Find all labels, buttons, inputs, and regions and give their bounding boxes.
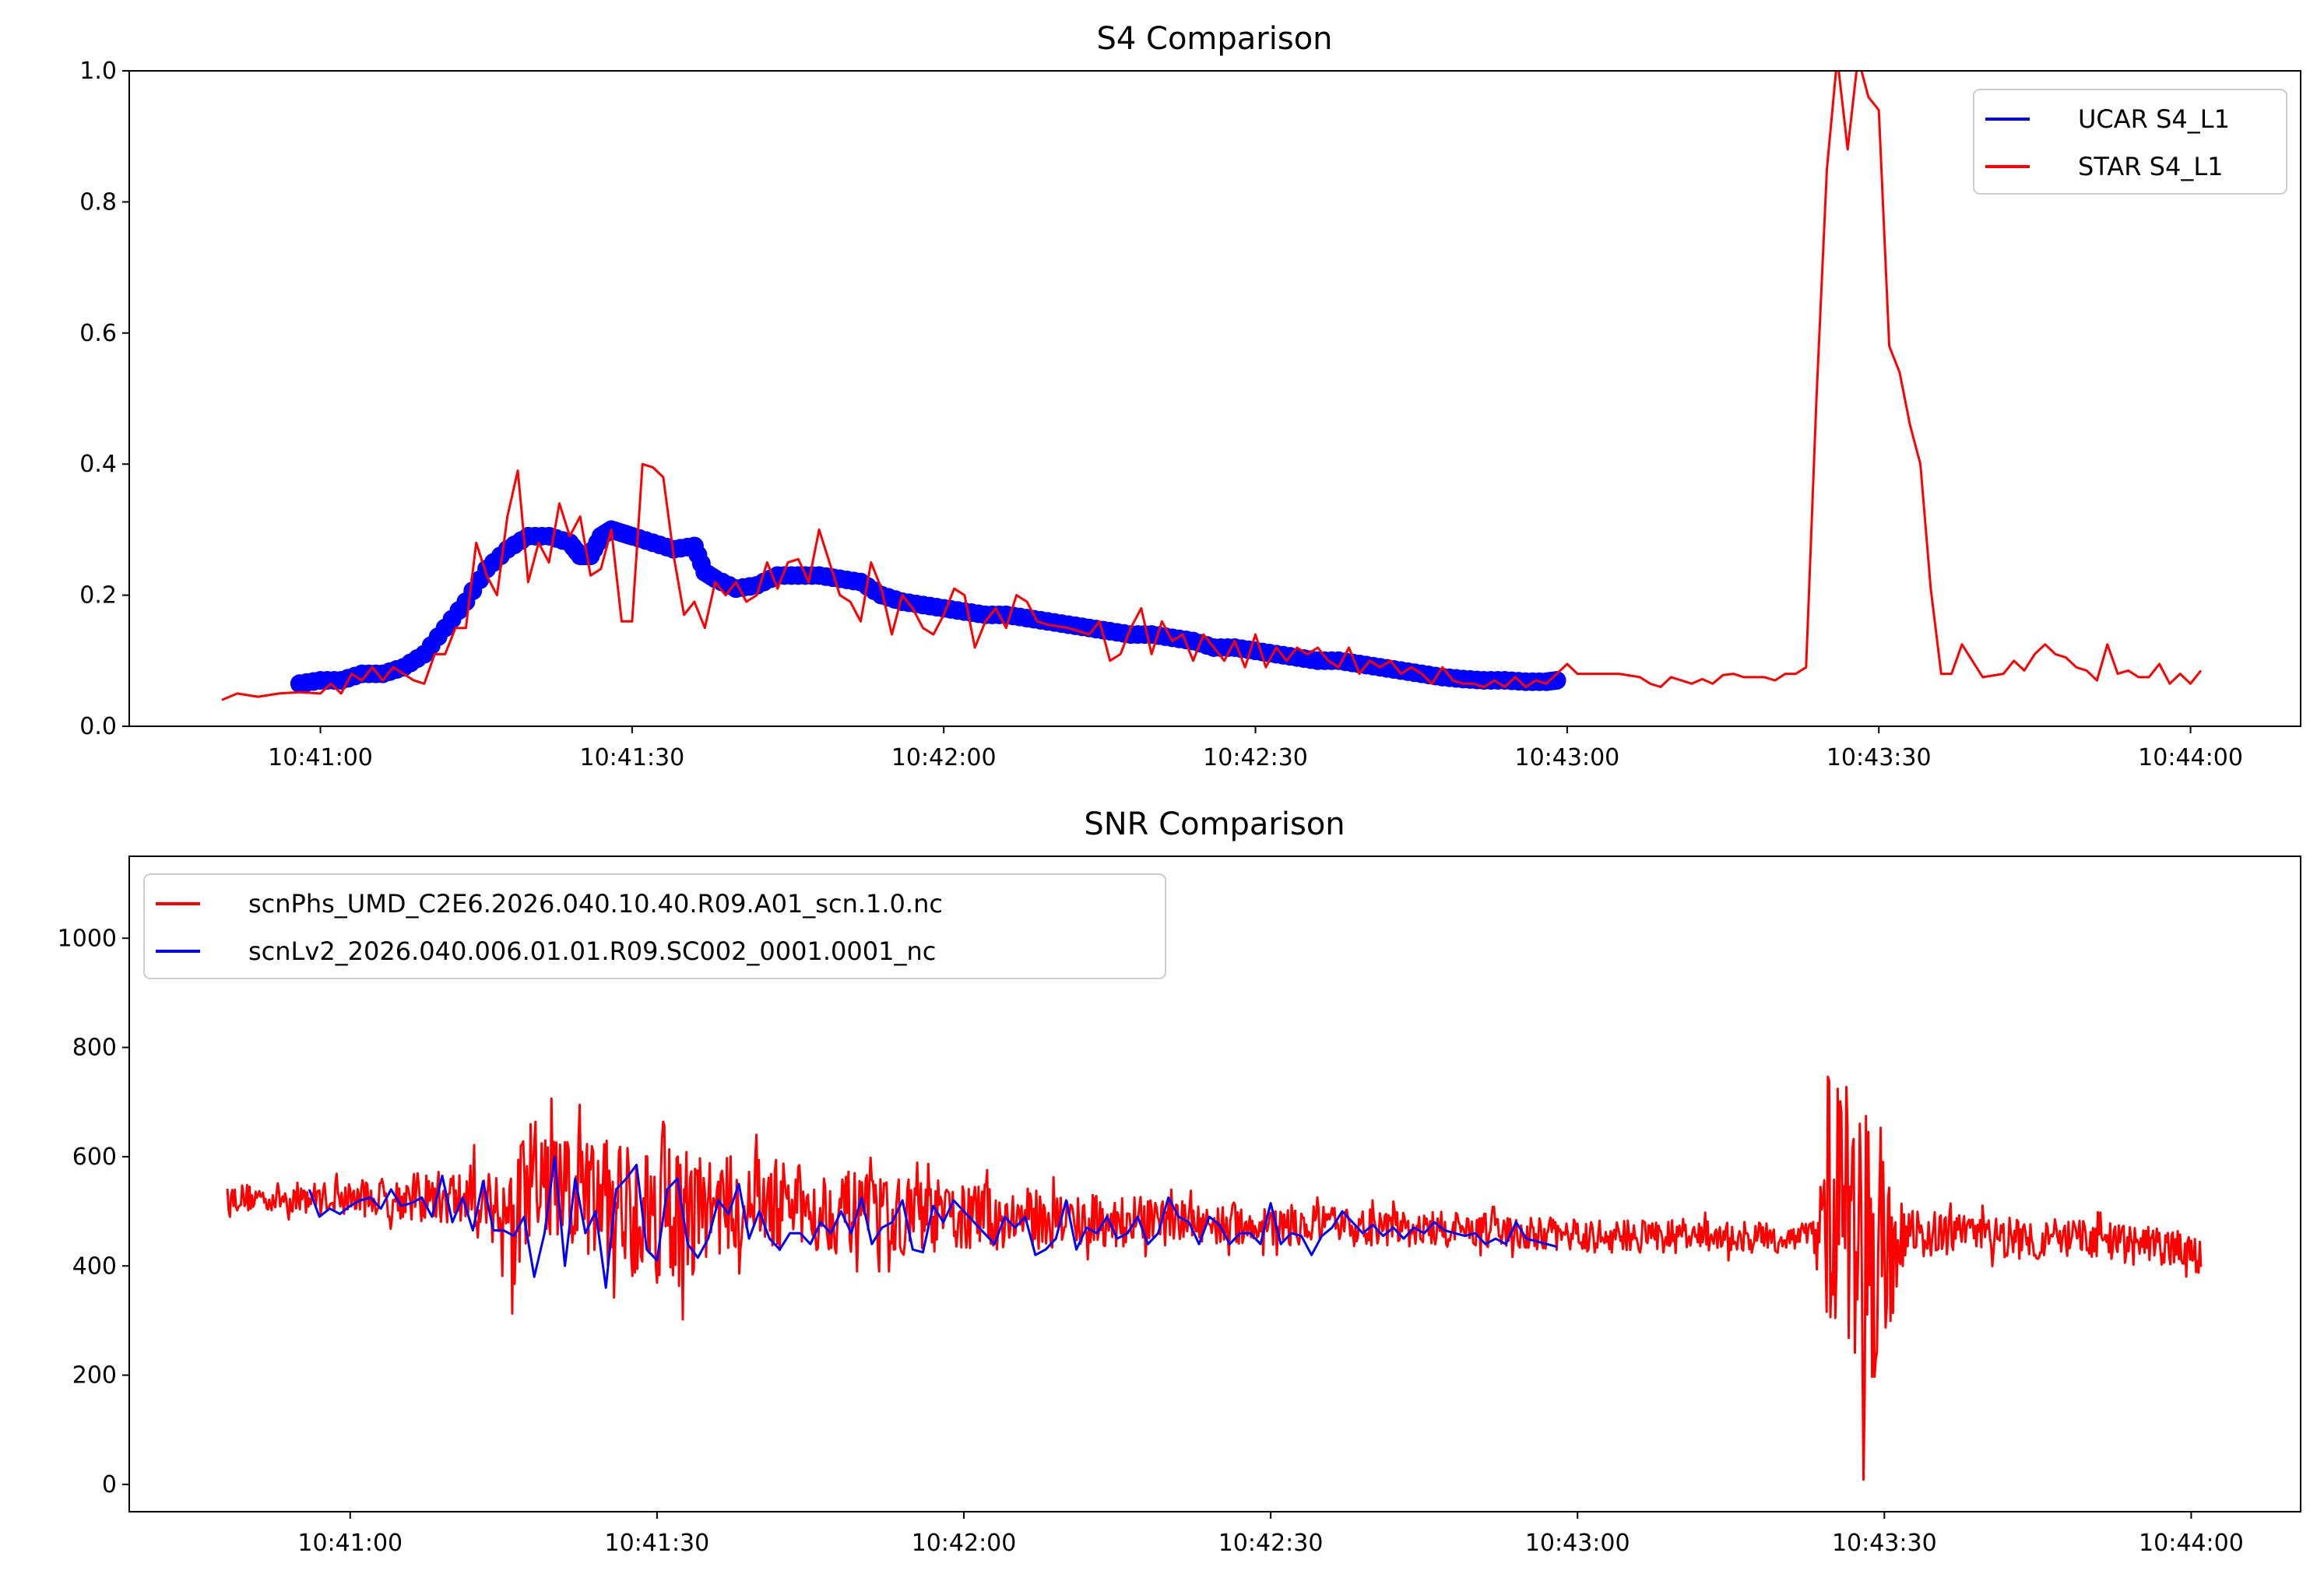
snr-comparison-chart: SNR Comparison 0 200 400 600 800 1000 10:41:00… <box>58 806 2301 1557</box>
x-tick-label: 10:43:30 <box>1832 1530 1937 1557</box>
legend-label: UCAR S4_L1 <box>2078 104 2230 134</box>
legend-item: scnPhs_UMD_C2E6.2026.040.10.40.R09.A01_s… <box>156 889 943 919</box>
x-tick-label: 10:41:30 <box>579 744 684 771</box>
chart-title: SNR Comparison <box>1084 806 1345 842</box>
legend-box <box>1973 89 2287 195</box>
series-line <box>226 1075 2203 1481</box>
series-star-s4-l1 <box>221 71 2203 701</box>
s4-comparison-chart: S4 Comparison 0.0 0.2 0.4 0.6 0.8 1.0 10:41:00… <box>79 21 2301 771</box>
x-tick-label: 10:43:30 <box>1827 744 1932 771</box>
x-tick-label: 10:43:00 <box>1525 1530 1630 1557</box>
x-tick-label: 10:42:30 <box>1218 1530 1324 1557</box>
axes-frame <box>128 855 2301 1512</box>
x-tick-label: 10:44:00 <box>2138 744 2243 771</box>
plot-area <box>221 71 2203 701</box>
y-tick-label: 0.2 <box>79 582 117 610</box>
legend-label: scnPhs_UMD_C2E6.2026.040.10.40.R09.A01_s… <box>248 889 943 919</box>
y-tick-label: 1.0 <box>79 58 117 85</box>
series-scnlv2-2026-040-006-01-01-r09-sc002-0001-0001-nc <box>308 1155 1558 1289</box>
y-tick-label: 0 <box>102 1471 117 1498</box>
legend-label: STAR S4_L1 <box>2078 152 2224 181</box>
y-tick-label: 0.4 <box>79 451 117 478</box>
x-tick-label: 10:41:00 <box>297 1530 403 1557</box>
axes-frame <box>128 70 2301 727</box>
y-tick-label: 1000 <box>58 925 117 952</box>
x-tick-label: 10:42:30 <box>1203 744 1308 771</box>
x-tick-label: 10:43:00 <box>1515 744 1620 771</box>
chart-title: S4 Comparison <box>1096 21 1332 57</box>
y-tick-label: 400 <box>72 1252 117 1280</box>
legend-box <box>143 873 1166 979</box>
legend-label: scnLv2_2026.040.006.01.01.R09.SC002_0001… <box>248 936 936 966</box>
legend: scnPhs_UMD_C2E6.2026.040.10.40.R09.A01_s… <box>143 873 1166 979</box>
y-tick-label: 0.6 <box>79 320 117 347</box>
legend-item: STAR S4_L1 <box>1985 152 2224 181</box>
legend: UCAR S4_L1 STAR S4_L1 <box>1973 89 2287 195</box>
series-line <box>221 71 2203 701</box>
x-tick-label: 10:44:00 <box>2139 1530 2244 1557</box>
x-tick-label: 10:42:00 <box>912 1530 1017 1557</box>
y-tick-label: 200 <box>72 1362 117 1390</box>
legend-item: scnLv2_2026.040.006.01.01.R09.SC002_0001… <box>156 936 936 966</box>
series-line <box>308 1155 1558 1289</box>
x-tick-label: 10:42:00 <box>891 744 997 771</box>
y-tick-label: 0.8 <box>79 188 117 216</box>
x-tick-label: 10:41:30 <box>604 1530 709 1557</box>
x-tick-label: 10:41:00 <box>268 744 373 771</box>
y-tick-label: 600 <box>72 1144 117 1171</box>
plot-area <box>226 1075 2203 1481</box>
y-tick-label: 800 <box>72 1035 117 1062</box>
legend-item: UCAR S4_L1 <box>1985 104 2230 134</box>
data-point <box>1547 671 1566 690</box>
series-scnphs-umd-c2e6-2026-040-10-40-r09-a01-scn-1-0-nc <box>226 1075 2203 1481</box>
y-tick-label: 0.0 <box>79 713 117 740</box>
series-ucar-s4-l1 <box>290 520 1566 694</box>
